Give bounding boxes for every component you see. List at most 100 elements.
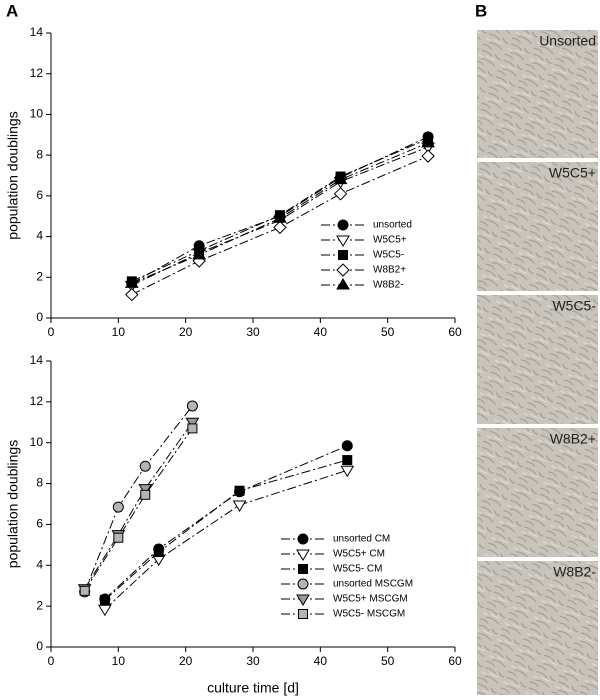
legend-marker <box>336 263 350 277</box>
x-tick-label: 40 <box>314 325 328 339</box>
y-tick-label: 12 <box>30 66 44 80</box>
series-line <box>84 428 193 592</box>
legend-marker <box>298 609 308 619</box>
series-line <box>104 459 348 601</box>
marker <box>341 440 353 452</box>
legend-label: W5C5+ MSCGM <box>333 594 408 605</box>
marker <box>139 460 151 472</box>
y-tick-label: 14 <box>30 353 44 367</box>
marker <box>342 455 353 466</box>
marker <box>187 423 198 434</box>
x-tick-label: 0 <box>48 325 55 339</box>
marker <box>333 172 348 185</box>
marker <box>421 135 435 148</box>
legend-marker <box>338 250 348 260</box>
legend-marker <box>296 594 310 606</box>
y-tick-label: 8 <box>36 476 43 490</box>
image-label: W8B2+ <box>550 431 596 447</box>
marker <box>333 187 348 201</box>
y-tick-label: 6 <box>36 517 43 531</box>
series-line <box>104 445 348 600</box>
y-tick-label: 0 <box>36 639 43 653</box>
y-tick-label: 4 <box>36 557 43 571</box>
marker <box>185 417 200 430</box>
series-line <box>131 136 429 284</box>
legend-marker <box>297 578 309 590</box>
legend-label: unsorted MSCGM <box>333 579 413 590</box>
marker <box>140 489 151 500</box>
x-tick-label: 50 <box>381 654 395 668</box>
micrograph <box>477 30 598 158</box>
x-tick-label: 10 <box>112 654 126 668</box>
marker <box>340 465 355 478</box>
legend-label: W5C5- <box>373 250 404 261</box>
marker <box>232 500 247 512</box>
panel-label: A <box>6 1 18 20</box>
marker <box>153 547 164 558</box>
x-tick-label: 60 <box>448 325 462 339</box>
legend-label: W5C5- MSCGM <box>333 609 405 620</box>
marker <box>421 149 435 163</box>
series-line <box>104 469 348 610</box>
panel-label: B <box>475 1 487 20</box>
x-tick-label: 10 <box>112 325 126 339</box>
series-line <box>84 405 193 593</box>
micrograph <box>477 162 598 291</box>
legend-label: unsorted CM <box>333 534 390 545</box>
legend-marker <box>298 564 308 574</box>
y-tick-label: 10 <box>30 107 44 121</box>
marker <box>273 211 287 223</box>
y-tick-label: 0 <box>36 310 43 324</box>
marker <box>125 287 139 302</box>
marker <box>186 400 198 412</box>
series-line <box>131 155 429 296</box>
y-tick-label: 6 <box>36 188 43 202</box>
marker <box>234 485 245 496</box>
x-tick-label: 20 <box>179 654 193 668</box>
marker <box>112 501 124 513</box>
legend-marker <box>337 219 349 231</box>
y-tick-label: 12 <box>30 394 44 408</box>
marker <box>113 532 124 543</box>
marker <box>124 276 139 288</box>
micrograph <box>477 428 598 557</box>
marker <box>138 484 153 496</box>
legend-label: W8B2- <box>373 280 404 291</box>
legend-marker <box>297 533 309 545</box>
marker <box>97 604 112 617</box>
legend-marker <box>336 235 350 247</box>
y-tick-label: 14 <box>30 25 44 39</box>
x-axis-label: culture time [d] <box>207 680 299 696</box>
y-axis-label: population doublings <box>5 440 21 568</box>
legend-marker <box>336 278 350 290</box>
y-axis-label: population doublings <box>5 111 21 239</box>
legend-label: W8B2+ <box>373 265 406 276</box>
y-tick-label: 10 <box>30 435 44 449</box>
y-tick-label: 8 <box>36 147 43 161</box>
legend-marker <box>296 549 310 561</box>
image-label: W8B2- <box>553 564 596 580</box>
image-label: W5C5- <box>552 298 596 314</box>
legend-label: W5C5+ <box>373 235 407 246</box>
image-label: W5C5+ <box>549 165 596 181</box>
legend-label: unsorted <box>373 220 412 231</box>
x-tick-label: 40 <box>314 654 328 668</box>
x-tick-label: 30 <box>246 654 260 668</box>
marker <box>79 585 90 596</box>
marker <box>99 595 110 606</box>
micrograph <box>477 561 598 695</box>
x-tick-label: 20 <box>179 325 193 339</box>
x-tick-label: 50 <box>381 325 395 339</box>
micrograph <box>477 295 598 424</box>
x-tick-label: 0 <box>48 654 55 668</box>
x-tick-label: 60 <box>448 654 462 668</box>
y-tick-label: 2 <box>36 598 43 612</box>
y-tick-label: 2 <box>36 269 43 283</box>
x-tick-label: 30 <box>246 325 260 339</box>
marker <box>192 247 207 260</box>
legend-label: W5C5+ CM <box>333 549 385 560</box>
marker <box>273 220 287 235</box>
y-tick-label: 4 <box>36 229 43 243</box>
